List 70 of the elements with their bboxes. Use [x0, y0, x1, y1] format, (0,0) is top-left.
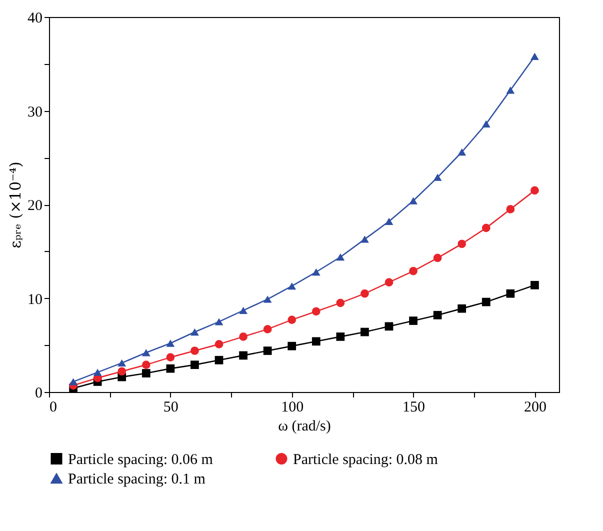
- y-tick-label: 0: [35, 386, 42, 402]
- point: [263, 346, 272, 355]
- point: [360, 289, 369, 298]
- point: [190, 346, 199, 355]
- x-tick-label: 100: [281, 400, 304, 416]
- point: [214, 356, 224, 364]
- y-tick-label: 10: [28, 292, 42, 308]
- point: [409, 266, 418, 276]
- x-tick-label: 0: [50, 400, 57, 416]
- point: [312, 307, 320, 316]
- point: [239, 332, 248, 341]
- legend-label: Particle spacing: 0.08 m: [293, 452, 438, 468]
- point: [530, 280, 539, 290]
- x-axis-title: ω (rad/s): [278, 418, 331, 434]
- point: [288, 282, 296, 290]
- point: [530, 52, 539, 60]
- point: [214, 340, 224, 348]
- point: [336, 298, 345, 308]
- point: [384, 278, 394, 286]
- point: [312, 268, 320, 276]
- legend-label: Particle spacing: 0.06 m: [68, 452, 214, 468]
- point: [409, 316, 418, 325]
- point: [433, 254, 442, 262]
- y-axis-title: εₚᵣₑ (×10⁻⁴): [6, 162, 24, 248]
- x-tick-label: 150: [402, 400, 426, 416]
- x-tick-label: 50: [163, 400, 178, 416]
- legend-label: Particle spacing: 0.1 m: [68, 472, 206, 488]
- point: [458, 240, 466, 248]
- point: [69, 378, 78, 386]
- point: [142, 349, 150, 356]
- point: [458, 304, 466, 313]
- y-tick-label: 20: [28, 198, 42, 214]
- point: [482, 298, 490, 306]
- point: [166, 340, 175, 347]
- point: [360, 328, 369, 336]
- point: [166, 364, 175, 373]
- point: [239, 351, 248, 360]
- point: [190, 360, 199, 369]
- point: [458, 148, 466, 156]
- point: [482, 120, 490, 128]
- point: [360, 236, 369, 243]
- point: [288, 342, 296, 350]
- point: [482, 224, 490, 232]
- point: [118, 359, 126, 367]
- point: [336, 253, 345, 261]
- point: [409, 197, 418, 204]
- point: [530, 186, 539, 195]
- point: [506, 205, 515, 214]
- point: [384, 218, 394, 225]
- point: [142, 360, 150, 369]
- point: [239, 306, 248, 314]
- point: [384, 322, 394, 331]
- point: [312, 337, 320, 346]
- x-tick-label: 200: [524, 400, 546, 416]
- point: [93, 368, 102, 376]
- point: [263, 296, 272, 303]
- point: [506, 86, 515, 94]
- point: [433, 310, 442, 320]
- y-tick-label: 40: [28, 10, 42, 26]
- point: [506, 289, 515, 298]
- y-tick-label: 30: [28, 104, 42, 120]
- point: [288, 316, 296, 324]
- point: [214, 318, 224, 326]
- point: [263, 325, 272, 334]
- point: [166, 353, 175, 362]
- point: [118, 367, 126, 376]
- point: [190, 328, 199, 336]
- point: [142, 369, 150, 378]
- point: [336, 332, 345, 341]
- point: [433, 174, 442, 181]
